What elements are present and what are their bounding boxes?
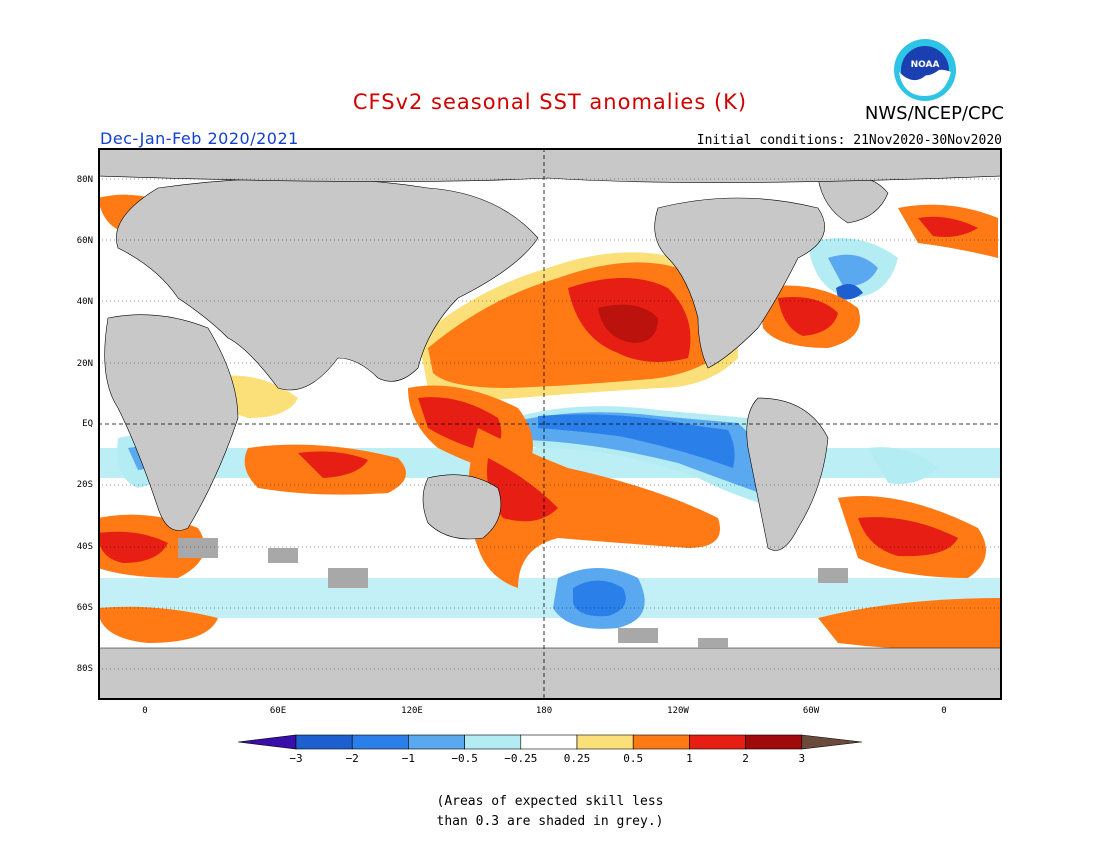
ytick-40n: 40N [76,297,93,307]
colorbar-tick-label: −2 [345,752,359,765]
ytick-20n: 20N [76,359,93,369]
xtick-120w: 120W [667,706,689,716]
xtick-180: 180 [535,706,553,716]
ytick-20s: 20S [76,480,93,490]
colorbar-segment [408,734,465,750]
colorbar-tick-label: −1 [401,752,416,765]
colorbar-tick-label: −0.25 [504,752,538,765]
noaa-logo: NOAA [894,39,956,101]
colorbar-segment [351,734,409,750]
skill-note: (Areas of expected skill less than 0.3 a… [0,792,1100,832]
colorbar-tick-label: 0.5 [623,752,644,765]
land-masses [100,150,1000,698]
colorbar-tick-label: 1 [686,752,693,765]
xtick-0: 0 [142,706,148,716]
colorbar-tick-label: 3 [798,752,806,765]
colorbar-segment [745,734,803,750]
ytick-40s: 40S [76,542,93,552]
colorbar-segment-min [238,734,297,750]
colorbar-tick-label: 2 [742,752,749,765]
colorbar-segment [632,734,690,750]
colorbar-segment [576,734,634,750]
low-skill-mask [178,538,848,648]
colorbar-segment [464,734,522,750]
colorbar-segment [295,734,353,750]
colorbar-segment [520,734,578,750]
colorbar-tick-label: −0.5 [451,752,478,765]
ytick-80s: 80S [76,664,93,674]
noaa-logo-text: NOAA [911,60,940,70]
xtick-60w: 60W [802,706,820,716]
colorbar-tick-label: 0.25 [563,752,591,765]
forecast-period: Dec-Jan-Feb 2020/2021 [100,129,299,148]
colorbar-segment-max [801,734,862,750]
skill-note-line2: than 0.3 are shaded in grey.) [436,814,664,829]
colorbar-tick-label: −3 [289,752,303,765]
chart-title: CFSv2 seasonal SST anomalies (K) [352,90,748,114]
colorbar-segment [689,734,746,750]
graticule [100,178,1000,670]
xtick-0-east: 0 [941,706,947,716]
initial-conditions: Initial conditions: 21Nov2020-30Nov2020 [696,133,1002,148]
xtick-60e: 60E [269,706,287,716]
ytick-60s: 60S [76,603,93,613]
colorbar [238,734,862,750]
organization-label: NWS/NCEP/CPC [864,103,1004,124]
xtick-120e: 120E [401,706,423,716]
sst-anomaly-map [98,148,1002,700]
ytick-60n: 60N [76,236,93,246]
skill-note-line1: (Areas of expected skill less [436,794,664,809]
ytick-80n: 80N [76,175,93,185]
ytick-eq: EQ [82,419,93,429]
